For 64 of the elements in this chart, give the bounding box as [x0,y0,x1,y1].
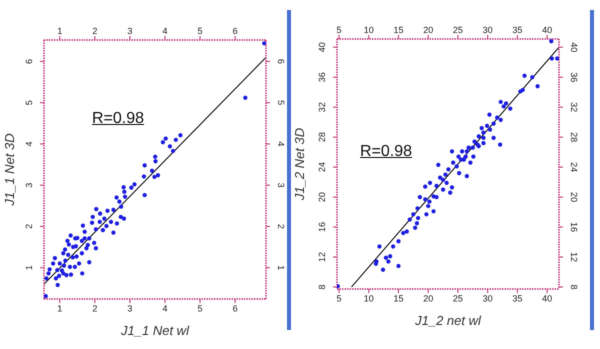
x-axis-title: J1_1 Net wl [120,323,190,338]
x-tick-label: 2 [92,26,98,36]
y-tick-label: 36 [317,72,327,82]
y2-tick-label: 16 [569,222,579,232]
y2-tick-label: 28 [569,132,579,142]
x2-tick-label: 4 [162,303,168,314]
y2-tick-label: 3 [276,182,286,188]
annotation: R=0.98 [360,143,412,161]
y-tick-label: 12 [317,252,327,262]
y2-tick-label: 36 [569,72,579,82]
y-tick-label: 3 [24,182,34,188]
y2-tick-label: 2 [276,224,286,229]
annotation: R=0.98 [92,110,144,128]
x-tick-label: 10 [364,25,374,35]
x-tick-label: 4 [162,26,168,36]
y-tick-label: 2 [24,224,34,229]
x2-tick-label: 25 [452,293,463,304]
x-axis-title: J1_2 net wl [414,313,482,328]
x2-tick-label: 1 [57,303,62,314]
x2-tick-label: 20 [423,293,434,304]
x-tick-label: 1 [57,26,62,36]
y-tick-label: 40 [317,42,327,52]
y-tick-label: 6 [24,58,34,64]
x2-tick-label: 2 [92,303,98,314]
x2-tick-label: 10 [364,293,374,304]
x2-tick-label: 5 [198,303,203,314]
x-tick-label: 30 [482,25,493,35]
y2-tick-label: 6 [276,58,286,64]
x-tick-label: 5 [336,25,342,35]
y-tick-label: 4 [24,141,34,146]
y-tick-label: 28 [317,132,327,142]
y-axis-title: J1_1 Net 3D [2,133,17,207]
x-tick-label: 25 [452,25,463,35]
x2-tick-label: 6 [232,303,238,314]
x2-tick-label: 5 [336,293,342,304]
y-tick-label: 32 [317,102,327,112]
x2-tick-label: 30 [482,293,493,304]
y2-tick-label: 4 [276,141,286,146]
y-axis-title: J1_2 Net 3D [292,128,307,202]
x-tick-label: 20 [423,25,434,35]
y2-tick-label: 1 [276,265,286,270]
y2-tick-label: 5 [276,100,286,106]
x-tick-label: 15 [393,25,404,35]
x2-tick-label: 3 [127,303,132,314]
y-tick-label: 16 [317,222,327,232]
x-tick-label: 40 [542,25,552,35]
y2-tick-label: 40 [569,42,579,52]
x-tick-label: 3 [127,26,132,36]
y2-tick-label: 24 [569,162,579,172]
y2-tick-label: 12 [569,252,579,262]
x2-tick-label: 40 [542,293,552,304]
y2-tick-label: 32 [569,102,579,112]
y-tick-label: 20 [317,192,327,202]
y2-tick-label: 20 [569,192,579,202]
y-tick-label: 5 [24,100,34,106]
x2-tick-label: 15 [393,293,404,304]
y-tick-label: 1 [24,265,34,270]
x2-tick-label: 35 [512,293,522,304]
x-tick-label: 6 [232,26,238,36]
y2-tick-label: 8 [569,284,579,290]
x-tick-label: 35 [512,25,522,35]
y-tick-label: 8 [317,284,327,290]
x-tick-label: 5 [198,26,203,36]
y-tick-label: 24 [317,162,327,172]
